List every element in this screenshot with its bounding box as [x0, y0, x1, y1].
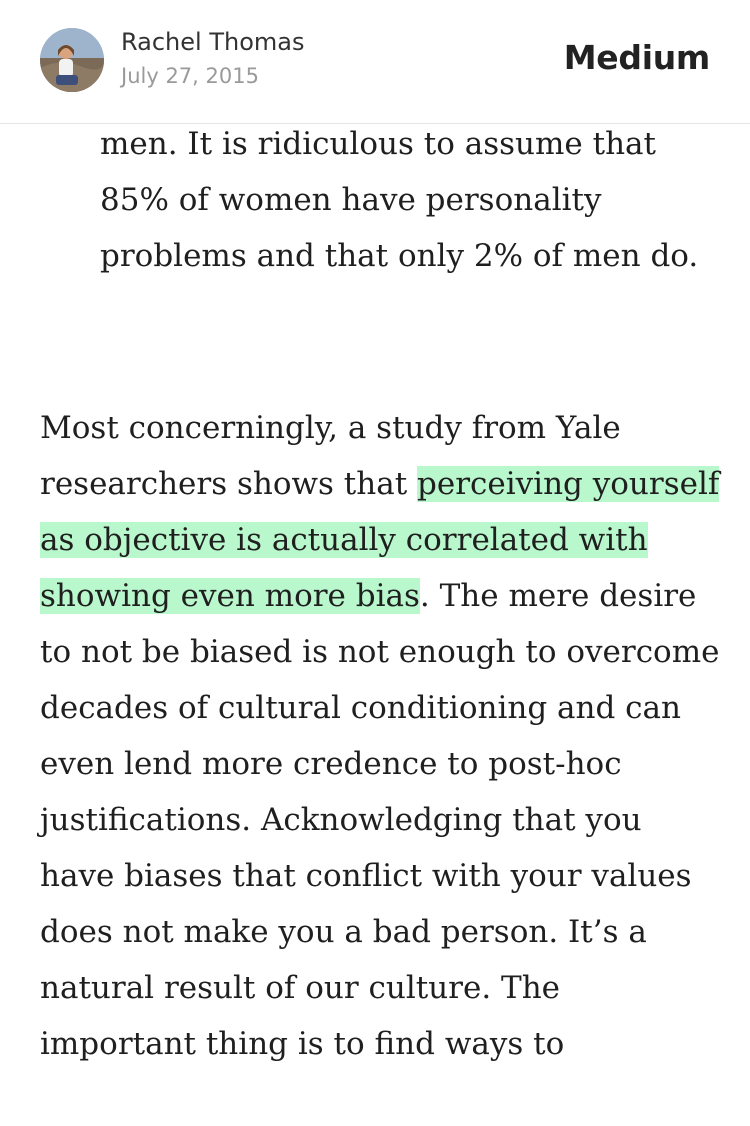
blockquote-text: men. It is ridiculous to assume that 85%…: [100, 126, 699, 274]
avatar-photo-icon: [40, 28, 104, 92]
post-header: Rachel Thomas July 27, 2015 Medium: [0, 0, 750, 124]
article-paragraph: Most concerningly, a study from Yale res…: [40, 400, 720, 1072]
author-name[interactable]: Rachel Thomas: [121, 28, 305, 56]
post-date: July 27, 2015: [121, 64, 259, 88]
medium-logo[interactable]: Medium: [563, 38, 711, 77]
paragraph-text-start: Most concerningly, a study from Yale res…: [40, 410, 621, 502]
paragraph-text-end: . The mere desire to not be biased is no…: [40, 578, 720, 1062]
author-avatar[interactable]: [40, 28, 104, 92]
